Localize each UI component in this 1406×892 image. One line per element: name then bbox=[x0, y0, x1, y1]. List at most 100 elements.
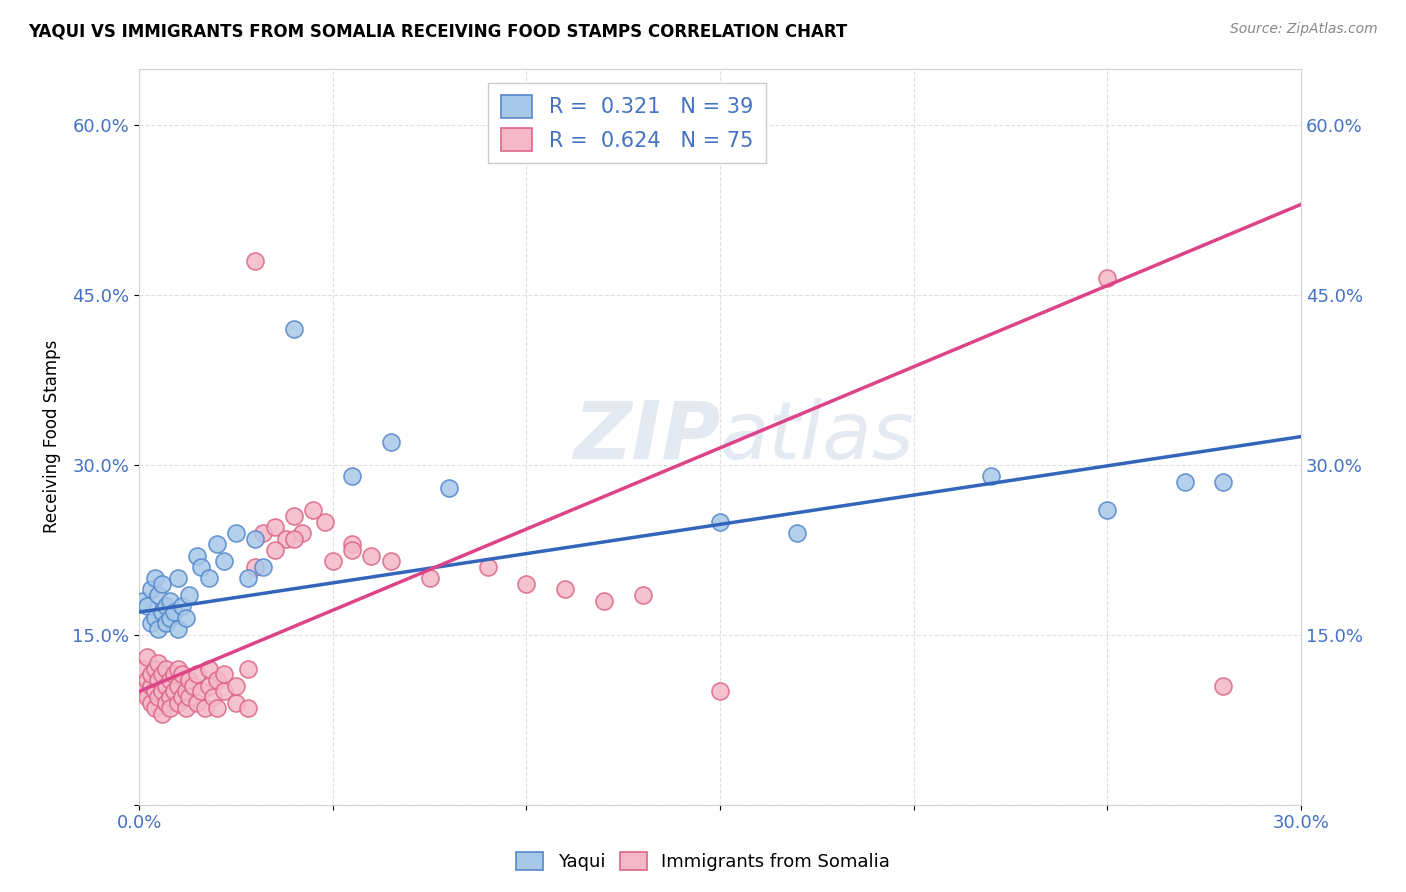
Text: Source: ZipAtlas.com: Source: ZipAtlas.com bbox=[1230, 22, 1378, 37]
Point bbox=[236, 571, 259, 585]
Point bbox=[186, 549, 208, 563]
Point bbox=[143, 571, 166, 585]
Point bbox=[139, 616, 162, 631]
Point bbox=[190, 684, 212, 698]
Point bbox=[322, 554, 344, 568]
Y-axis label: Receiving Food Stamps: Receiving Food Stamps bbox=[44, 340, 60, 533]
Point bbox=[1097, 503, 1119, 517]
Point bbox=[139, 667, 162, 681]
Point bbox=[477, 559, 499, 574]
Point bbox=[155, 662, 177, 676]
Point bbox=[155, 599, 177, 614]
Point bbox=[132, 684, 155, 698]
Point bbox=[314, 515, 336, 529]
Text: atlas: atlas bbox=[720, 398, 915, 475]
Point bbox=[515, 577, 537, 591]
Point bbox=[159, 594, 181, 608]
Point bbox=[252, 559, 274, 574]
Text: YAQUI VS IMMIGRANTS FROM SOMALIA RECEIVING FOOD STAMPS CORRELATION CHART: YAQUI VS IMMIGRANTS FROM SOMALIA RECEIVI… bbox=[28, 22, 848, 40]
Point bbox=[186, 696, 208, 710]
Point bbox=[139, 679, 162, 693]
Point bbox=[205, 673, 228, 687]
Point bbox=[245, 559, 267, 574]
Point bbox=[148, 656, 170, 670]
Point bbox=[166, 662, 188, 676]
Point bbox=[283, 322, 305, 336]
Point bbox=[190, 559, 212, 574]
Point bbox=[179, 673, 201, 687]
Point bbox=[150, 605, 173, 619]
Point bbox=[283, 508, 305, 523]
Point bbox=[166, 622, 188, 636]
Point bbox=[166, 571, 188, 585]
Point bbox=[245, 254, 267, 268]
Point bbox=[214, 667, 236, 681]
Point bbox=[186, 667, 208, 681]
Point bbox=[143, 611, 166, 625]
Point bbox=[135, 690, 157, 704]
Point bbox=[236, 662, 259, 676]
Point bbox=[225, 679, 247, 693]
Point bbox=[380, 554, 402, 568]
Point bbox=[283, 532, 305, 546]
Point bbox=[631, 588, 654, 602]
Point bbox=[174, 701, 197, 715]
Point bbox=[174, 684, 197, 698]
Point bbox=[132, 662, 155, 676]
Point bbox=[205, 537, 228, 551]
Point bbox=[163, 605, 186, 619]
Point bbox=[197, 571, 219, 585]
Point bbox=[150, 707, 173, 722]
Point bbox=[159, 611, 181, 625]
Point bbox=[263, 520, 285, 534]
Point bbox=[592, 594, 614, 608]
Point bbox=[170, 690, 193, 704]
Point bbox=[340, 469, 363, 483]
Point bbox=[139, 582, 162, 597]
Point bbox=[170, 667, 193, 681]
Point bbox=[418, 571, 440, 585]
Point bbox=[302, 503, 325, 517]
Point bbox=[132, 594, 155, 608]
Point bbox=[980, 469, 1002, 483]
Point bbox=[150, 577, 173, 591]
Point bbox=[214, 554, 236, 568]
Text: ZIP: ZIP bbox=[572, 398, 720, 475]
Point bbox=[139, 696, 162, 710]
Point bbox=[163, 667, 186, 681]
Legend: R =  0.321   N = 39, R =  0.624   N = 75: R = 0.321 N = 39, R = 0.624 N = 75 bbox=[488, 83, 766, 163]
Point bbox=[155, 696, 177, 710]
Point bbox=[159, 701, 181, 715]
Point bbox=[143, 662, 166, 676]
Point bbox=[143, 701, 166, 715]
Point bbox=[159, 690, 181, 704]
Point bbox=[197, 679, 219, 693]
Point bbox=[148, 673, 170, 687]
Point bbox=[1174, 475, 1197, 489]
Point bbox=[709, 684, 731, 698]
Point bbox=[340, 542, 363, 557]
Point bbox=[170, 599, 193, 614]
Point bbox=[166, 679, 188, 693]
Point bbox=[437, 481, 460, 495]
Point bbox=[135, 650, 157, 665]
Point bbox=[263, 542, 285, 557]
Point bbox=[150, 684, 173, 698]
Point bbox=[709, 515, 731, 529]
Point bbox=[252, 525, 274, 540]
Point bbox=[155, 616, 177, 631]
Legend: Yaqui, Immigrants from Somalia: Yaqui, Immigrants from Somalia bbox=[509, 845, 897, 879]
Point bbox=[786, 525, 808, 540]
Point bbox=[1097, 271, 1119, 285]
Point bbox=[205, 701, 228, 715]
Point bbox=[159, 673, 181, 687]
Point bbox=[143, 684, 166, 698]
Point bbox=[148, 622, 170, 636]
Point bbox=[360, 549, 382, 563]
Point bbox=[225, 525, 247, 540]
Point bbox=[155, 679, 177, 693]
Point bbox=[340, 537, 363, 551]
Point bbox=[148, 690, 170, 704]
Point bbox=[214, 684, 236, 698]
Point bbox=[201, 690, 224, 704]
